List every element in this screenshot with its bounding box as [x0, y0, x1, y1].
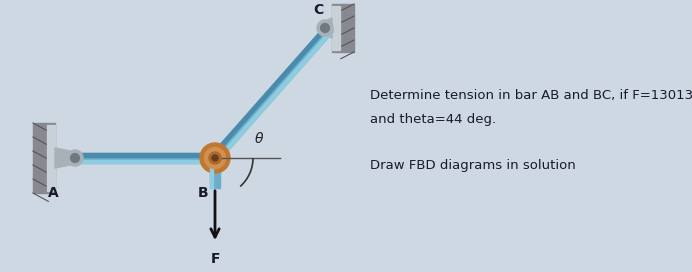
Bar	[210, 160, 213, 188]
Text: C: C	[313, 3, 323, 17]
Circle shape	[212, 155, 218, 161]
Bar	[47, 125, 55, 191]
Polygon shape	[216, 29, 334, 161]
Text: and theta=44 deg.: and theta=44 deg.	[370, 113, 496, 126]
Bar	[33, 123, 55, 193]
Circle shape	[205, 147, 226, 168]
Text: B: B	[198, 186, 208, 200]
Circle shape	[71, 154, 80, 162]
Text: A: A	[48, 186, 58, 200]
Text: F: F	[210, 252, 220, 266]
Bar	[332, 4, 354, 52]
Polygon shape	[211, 25, 334, 161]
Polygon shape	[80, 153, 215, 156]
Polygon shape	[211, 25, 329, 157]
Bar	[210, 160, 220, 188]
Bar	[210, 160, 220, 164]
Text: θ: θ	[255, 132, 264, 146]
Circle shape	[320, 24, 329, 32]
Circle shape	[67, 150, 83, 166]
Circle shape	[200, 143, 230, 173]
Circle shape	[317, 20, 333, 36]
Polygon shape	[80, 153, 215, 163]
Polygon shape	[320, 18, 332, 38]
Polygon shape	[55, 148, 80, 168]
Circle shape	[209, 152, 221, 164]
Polygon shape	[80, 159, 215, 163]
Bar	[332, 6, 340, 50]
Text: Draw FBD diagrams in solution: Draw FBD diagrams in solution	[370, 159, 576, 172]
Text: Determine tension in bar AB and BC, if F=13013 N: Determine tension in bar AB and BC, if F…	[370, 88, 692, 101]
